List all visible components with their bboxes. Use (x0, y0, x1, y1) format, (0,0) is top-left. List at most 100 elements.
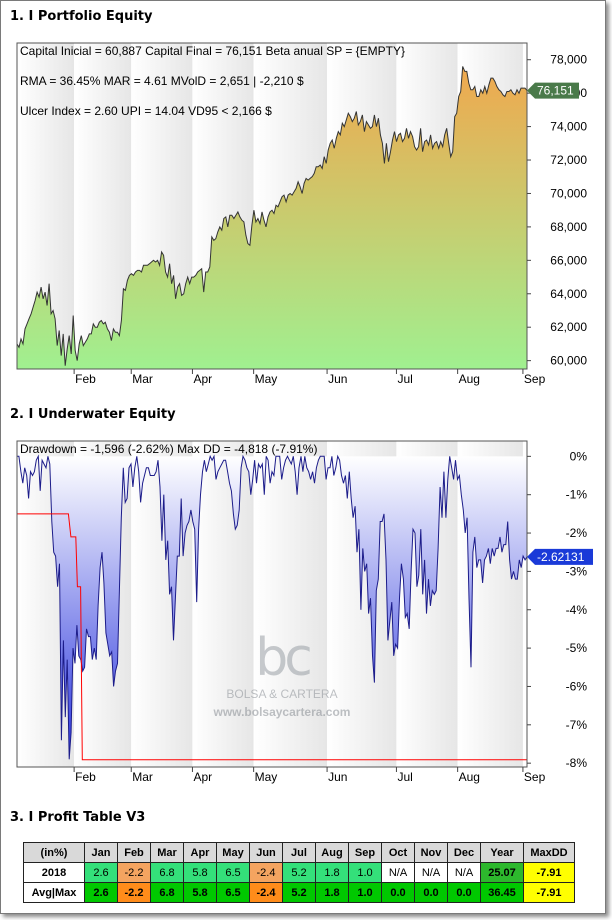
month-cell: 5.2 (282, 882, 316, 903)
month-cell: -2.4 (249, 862, 283, 883)
x-tick-label: Aug (459, 372, 480, 386)
x-tick-label: Mar (132, 372, 153, 386)
y-tick-label: -8% (566, 756, 588, 770)
x-tick-label: Jul (397, 372, 412, 386)
header-cell: Aug (315, 842, 349, 863)
month-cell: 1.0 (348, 882, 382, 903)
month-cell: N/A (381, 862, 415, 883)
profit-row-2018: 2018 2.6 -2.2 6.8 5.8 6.5 -2.4 5.2 1.8 1… (23, 862, 575, 883)
watermark: bc BOLSA & CARTERA www.bolsaycartera.com (197, 631, 367, 719)
maxdd-line (17, 513, 527, 761)
header-cell: Dec (447, 842, 481, 863)
x-tick-label: Aug (459, 770, 480, 784)
profit-section-title: 3. I Profit Table V3 (10, 810, 146, 825)
row-label: 2018 (23, 862, 85, 883)
y-tick-label: 66,000 (550, 253, 587, 267)
x-tick-label: Feb (75, 770, 96, 784)
watermark-logo: bc (255, 628, 313, 688)
month-cell: N/A (414, 862, 448, 883)
y-tick-label: 68,000 (550, 220, 587, 234)
month-cell: 2.6 (84, 862, 118, 883)
month-cell: 1.8 (315, 862, 349, 883)
month-cell: 6.8 (150, 862, 184, 883)
last-value-badge (527, 548, 593, 565)
month-cell: 1.8 (315, 882, 349, 903)
row-label: Avg|Max (23, 882, 85, 903)
header-cell: Feb (117, 842, 151, 863)
maxdd-cell: -7.91 (523, 882, 575, 903)
month-cell: 5.8 (183, 882, 217, 903)
equity-area (17, 66, 527, 370)
y-tick-label: -5% (566, 641, 588, 655)
header-cell: MaxDD (523, 842, 575, 863)
header-cell: Jan (84, 842, 118, 863)
header-cell: Sep (348, 842, 382, 863)
month-cell: 6.5 (216, 862, 250, 883)
y-tick-label: 72,000 (550, 153, 587, 167)
month-cell: 6.5 (216, 882, 250, 903)
month-cell: -2.2 (117, 862, 151, 883)
header-cell: Jun (249, 842, 283, 863)
plot-border (16, 42, 528, 370)
header-cell: Apr (183, 842, 217, 863)
x-tick-label: Jun (328, 770, 347, 784)
stats-text: Drawdown = -1,596 (-2.62%) Max DD = -4,8… (20, 442, 317, 456)
y-tick-label: -6% (566, 679, 588, 693)
header-cell: (in%) (23, 842, 85, 863)
underwater-equity-chart: Drawdown = -1,596 (-2.62%) Max DD = -4,8… (16, 440, 593, 784)
month-cell: 1.0 (348, 862, 382, 883)
x-tick-label: Apr (193, 770, 212, 784)
maxdd-cell: -7.91 (523, 862, 575, 883)
year-cell: 36.45 (480, 882, 524, 903)
x-tick-label: Sep (524, 372, 546, 386)
month-band (192, 441, 254, 767)
month-cell: -2.2 (117, 882, 151, 903)
y-tick-label: 70,000 (550, 186, 587, 200)
month-cell: 0.0 (414, 882, 448, 903)
month-cell: 5.8 (183, 862, 217, 883)
underwater-section-title: 2. I Underwater Equity (10, 407, 176, 422)
header-cell: May (216, 842, 250, 863)
watermark-name: BOLSA & CARTERA (226, 687, 338, 701)
x-tick-label: Mar (132, 770, 153, 784)
header-cell: Nov (414, 842, 448, 863)
month-band (253, 441, 328, 767)
header-cell: Year (480, 842, 524, 863)
y-tick-label: 78,000 (550, 53, 587, 67)
profit-table-header-row: (in%) Jan Feb Mar Apr May Jun Jul Aug Se… (23, 842, 575, 863)
x-tick-label: Sep (524, 770, 546, 784)
y-tick-label: -2% (566, 526, 588, 540)
x-tick-label: May (255, 770, 278, 784)
equity-line (17, 454, 528, 760)
x-tick-label: Apr (193, 372, 212, 386)
month-cell: 2.6 (84, 882, 118, 903)
y-tick-label: 0% (570, 449, 588, 463)
month-cell: 0.0 (447, 882, 481, 903)
stats-text: Ulcer Index = 2.60 UPI = 14.04 VD95 < 2,… (20, 104, 272, 118)
y-tick-label: 62,000 (550, 320, 587, 334)
header-cell: Jul (282, 842, 316, 863)
last-value-badge (527, 82, 579, 99)
last-value-label: -2.62131 (537, 550, 585, 564)
watermark-url: www.bolsaycartera.com (213, 705, 351, 719)
equity-section-title: 1. I Portfolio Equity (10, 9, 153, 24)
month-cell: 6.8 (150, 882, 184, 903)
month-cell: 0.0 (381, 882, 415, 903)
profit-table: (in%) Jan Feb Mar Apr May Jun Jul Aug Se… (23, 842, 575, 903)
y-tick-label: -7% (566, 718, 588, 732)
year-cell: 25.07 (480, 862, 524, 883)
last-value-label: 76,151 (537, 84, 574, 98)
stats-text: RMA = 36.45% MAR = 4.61 MVolD = 2,651 | … (20, 74, 304, 88)
x-tick-label: Jun (328, 372, 347, 386)
month-cell: 5.2 (282, 862, 316, 883)
month-cell: N/A (447, 862, 481, 883)
y-tick-label: -1% (566, 488, 588, 502)
header-cell: Mar (150, 842, 184, 863)
y-tick-label: 74,000 (550, 120, 587, 134)
equity-line (16, 66, 528, 366)
y-tick-label: 60,000 (550, 354, 587, 368)
profit-row-avg-max: Avg|Max 2.6 -2.2 6.8 5.8 6.5 -2.4 5.2 1.… (23, 882, 575, 903)
stats-text: Capital Inicial = 60,887 Capital Final =… (20, 44, 405, 58)
x-tick-label: May (255, 372, 278, 386)
